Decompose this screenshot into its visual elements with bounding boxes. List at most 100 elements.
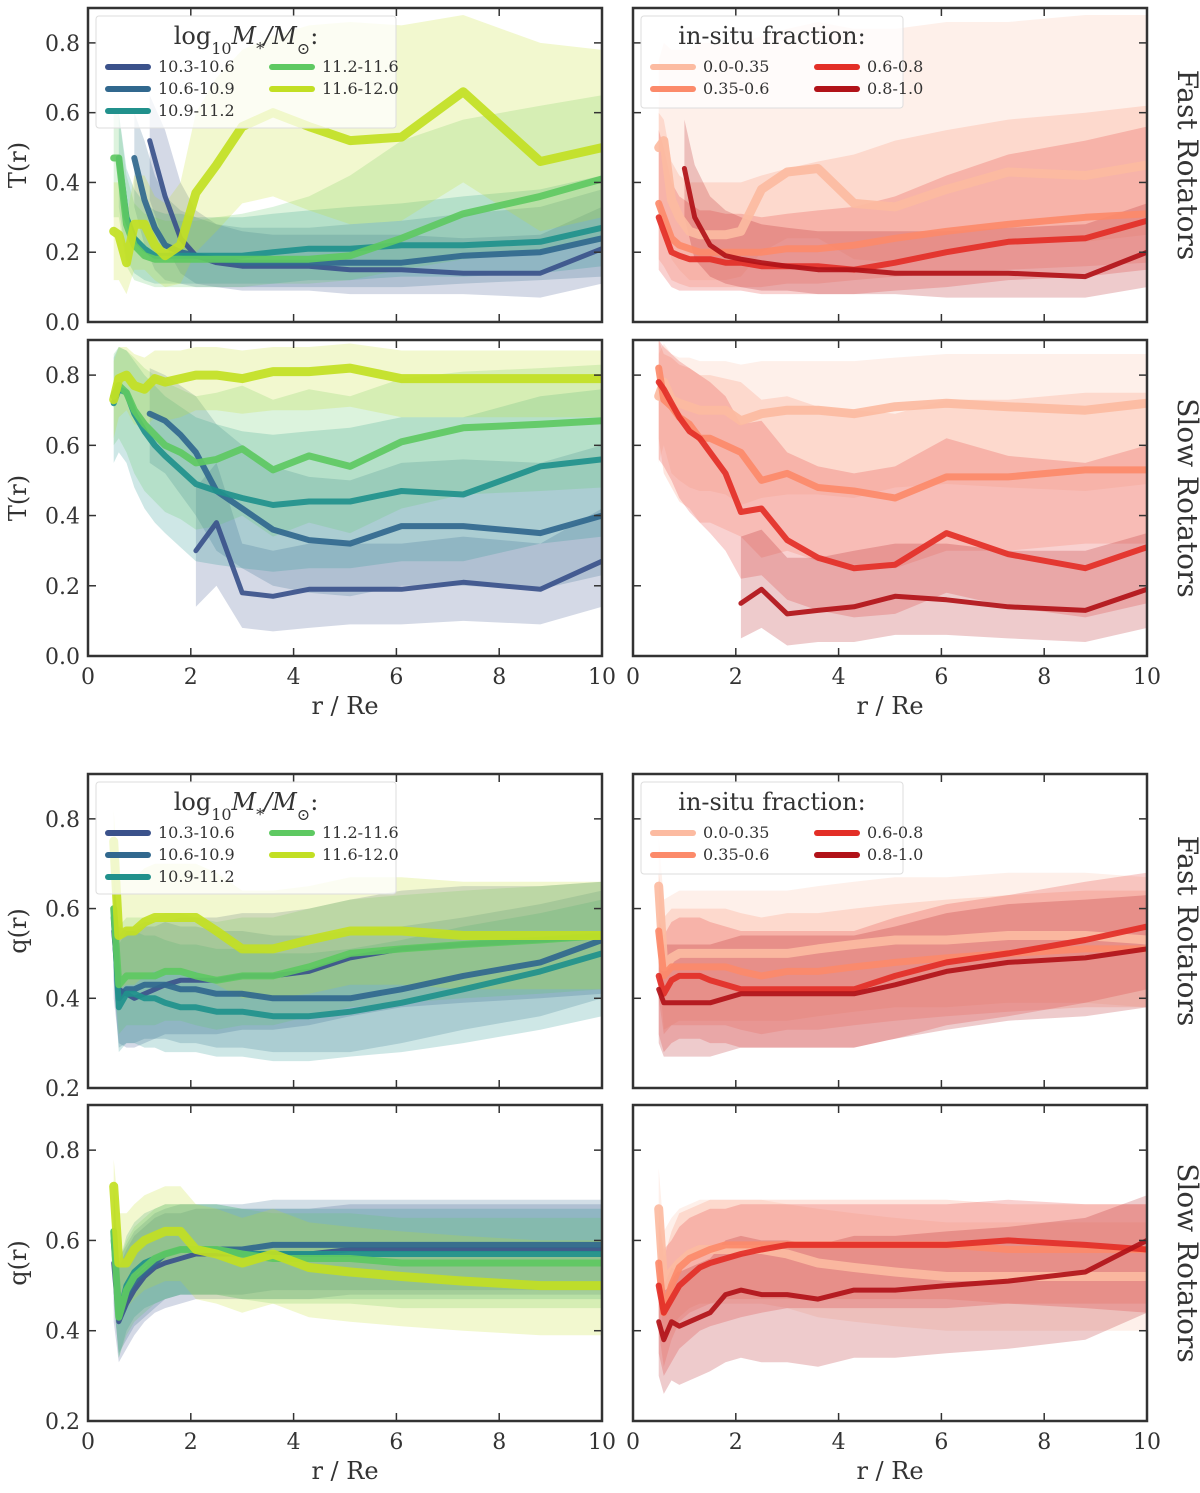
ytick-label: 0.2: [45, 1077, 80, 1102]
plot-area: [654, 340, 1147, 646]
legend-title: log10M*/M⊙:: [174, 22, 319, 58]
legend-title-part: ⊙: [297, 39, 310, 58]
xtick-label: 10: [1133, 1430, 1161, 1455]
panel-frame: [86, 338, 604, 658]
legend-label: 11.2-11.6: [322, 823, 399, 842]
panel-frame: [631, 1103, 1149, 1423]
line-0.0-0.35: [654, 136, 1147, 240]
band-11.6-12.0: [113, 809, 602, 999]
line-11.6-12.0: [109, 836, 602, 954]
xtick-label: 4: [832, 665, 846, 690]
panel-8: 0 2 4 6 8 10 r / Re Slow Rotators: [626, 1103, 1200, 1485]
xtick-label: 4: [287, 1430, 301, 1455]
legend-title-part: 10: [211, 39, 231, 58]
line-10.6-10.9: [146, 410, 602, 547]
line-0.6-0.8: [655, 923, 1147, 997]
ytick-label: 0.6: [45, 1229, 80, 1254]
legend-title-part: *: [256, 39, 264, 58]
xtick-label: 2: [184, 665, 198, 690]
band-0.35-0.6: [658, 340, 1147, 569]
panel-3: 0.2 0.4 0.6 0.8 0.00 2 4 6 8 10 T(r) r / Re: [4, 338, 616, 720]
xtick-label: 0: [626, 1430, 640, 1455]
legend-label: 0.0-0.35: [703, 823, 769, 842]
line-10.3-10.6: [193, 520, 602, 599]
ytick-label: 0.6: [45, 102, 80, 127]
legend-title: in-situ fraction:: [678, 788, 865, 816]
ytick-label: 0.2: [45, 1410, 80, 1435]
line-11.6-12.0: [109, 87, 602, 268]
legend-box: [95, 781, 397, 895]
line-0.6-0.8: [655, 1237, 1147, 1316]
ytick-label: 0.4: [45, 171, 80, 196]
legend-label: 0.6-0.8: [867, 823, 923, 842]
ytick-label: 0.8: [45, 364, 80, 389]
panel-2: Fast Rotators in-situ fraction: 0.0-0.35 0.…: [631, 6, 1200, 324]
ytick-label: 0.4: [45, 1320, 80, 1345]
legend: in-situ fraction: 0.0-0.35 0.35-0.6 0.6-0.8…: [640, 15, 923, 109]
xtick-label: 4: [287, 665, 301, 690]
xtick-label: 8: [1037, 665, 1051, 690]
y-axis-label: T(r): [4, 142, 32, 188]
legend-title-part: log: [174, 22, 212, 50]
legend: in-situ fraction: 0.0-0.35 0.35-0.6 0.6-0.8…: [640, 781, 923, 875]
y-axis-label: q(r): [4, 1240, 32, 1286]
xtick-label: 8: [1037, 1430, 1051, 1455]
ytick-label: 0.4: [45, 505, 80, 530]
panel-frame: [86, 772, 604, 1090]
ytick-label: 0.0: [45, 645, 80, 670]
legend-title-part: log: [174, 788, 212, 816]
band-10.9-11.2: [118, 112, 602, 284]
xtick-label: 2: [184, 1430, 198, 1455]
legend-label: 0.35-0.6: [703, 845, 769, 864]
legend-label: 11.2-11.6: [322, 57, 399, 76]
ytick-label: 0.0: [45, 311, 80, 336]
row-label: Fast Rotators: [1171, 70, 1200, 261]
legend-label: 0.8-1.0: [867, 845, 923, 864]
x-axis-label: r / Re: [856, 692, 923, 720]
ytick-label: 0.6: [45, 434, 80, 459]
row-label: Fast Rotators: [1171, 836, 1200, 1027]
ytick-label: 0.2: [45, 575, 80, 600]
band-10.3-10.6: [113, 881, 602, 1048]
line-0.6-0.8: [655, 214, 1147, 273]
plot-area: [654, 1168, 1147, 1394]
legend-label: 11.6-12.0: [322, 79, 399, 98]
x-axis-label: r / Re: [311, 692, 378, 720]
legend-title-part: M: [231, 22, 258, 50]
panel-frame: [631, 772, 1149, 1090]
band-0.6-0.8: [658, 340, 1147, 618]
band-11.6-12.0: [113, 343, 602, 439]
xtick-label: 10: [1133, 665, 1161, 690]
ytick-label: 0.4: [45, 987, 80, 1012]
legend-label: 11.6-12.0: [322, 845, 399, 864]
line-10.6-10.9: [110, 914, 602, 1002]
panel-1: 0.20.40.60.80.0T(r)log10M*/M⊙:10.3-10.61…: [4, 6, 604, 336]
line-0.0-0.35: [654, 377, 1147, 426]
legend-label: 10.9-11.2: [158, 867, 235, 886]
legend-label: 10.9-11.2: [158, 101, 235, 120]
line-0.35-0.6: [655, 927, 1147, 980]
line-10.9-11.2: [115, 155, 602, 259]
line-0.8-1.0: [656, 946, 1147, 1006]
legend-title-part: M: [231, 788, 258, 816]
xtick-label: 6: [934, 665, 948, 690]
legend-title-part: :: [310, 22, 318, 50]
xtick-label: 2: [729, 1430, 743, 1455]
legend: log10M*/M⊙:10.3-10.610.6-10.910.9-11.211…: [95, 15, 399, 129]
legend: log10M*/M⊙:10.3-10.610.6-10.910.9-11.211…: [95, 781, 399, 895]
xtick-label: 8: [492, 665, 506, 690]
band-10.6-10.9: [149, 368, 602, 597]
row-label: Slow Rotators: [1171, 1163, 1200, 1363]
xtick-label: 6: [389, 665, 403, 690]
line-11.6-12.0: [109, 363, 602, 405]
ytick-label: 0.2: [45, 241, 80, 266]
line-0.35-0.6: [655, 199, 1147, 256]
legend-label: 0.8-1.0: [867, 79, 923, 98]
legend-box: [640, 781, 904, 875]
ytick-label: 0.6: [45, 898, 80, 923]
band-0.0-0.35: [658, 343, 1147, 505]
xtick-label: 0: [81, 665, 95, 690]
legend-title-part: /M: [262, 22, 298, 50]
legend-label: 0.6-0.8: [867, 57, 923, 76]
band-11.2-11.6: [113, 95, 602, 288]
